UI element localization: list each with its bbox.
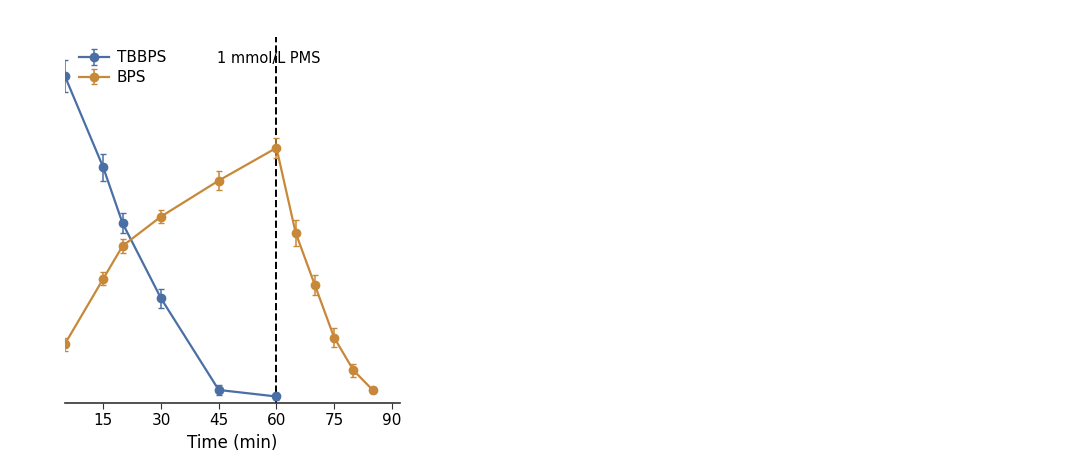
Legend: TBBPS, BPS: TBBPS, BPS	[72, 44, 172, 91]
X-axis label: Time (min): Time (min)	[187, 434, 278, 452]
Text: 1 mmol/L PMS: 1 mmol/L PMS	[217, 51, 321, 66]
